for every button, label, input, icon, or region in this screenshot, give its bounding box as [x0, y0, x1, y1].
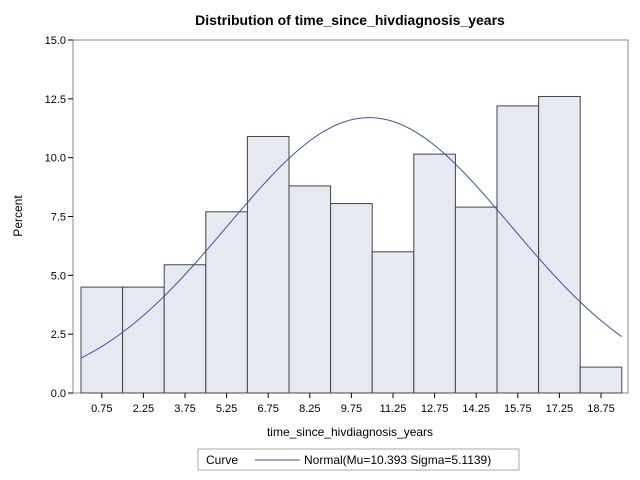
x-tick-label: 2.25 — [133, 403, 154, 415]
y-tick-label: 10.0 — [45, 153, 66, 165]
histogram-bar — [80, 286, 124, 394]
histogram-bar — [163, 264, 207, 394]
x-tick-label: 17.25 — [546, 403, 574, 415]
y-tick-label: 2.5 — [51, 329, 66, 341]
histogram-bar — [246, 135, 290, 394]
histogram-bar — [413, 153, 456, 394]
x-tick-label: 5.25 — [216, 403, 237, 415]
y-axis-label: Percent — [11, 195, 25, 237]
x-tick-label: 14.25 — [462, 403, 490, 415]
x-tick-label: 18.75 — [587, 403, 615, 415]
normal-curve — [80, 117, 623, 359]
histogram-bar — [330, 203, 373, 394]
y-tick-label: 0.0 — [51, 388, 66, 400]
curve-group — [80, 117, 623, 359]
histogram-bar — [538, 95, 581, 394]
histogram-bar — [288, 185, 332, 394]
histogram-bar — [496, 105, 540, 394]
legend-title: Curve — [206, 453, 238, 467]
x-tick-label: 0.75 — [91, 403, 112, 415]
y-tick-label: 5.0 — [51, 270, 66, 282]
y-axis: 0.0 2.5 5.0 7.5 10.0 12.5 15.0 — [45, 35, 73, 400]
histogram-bar — [122, 286, 165, 394]
histogram-bar — [205, 211, 248, 394]
x-tick-label: 3.75 — [174, 403, 195, 415]
y-tick-label: 7.5 — [51, 212, 66, 224]
x-tick-label: 9.75 — [341, 403, 362, 415]
legend-entry-normal: Normal(Mu=10.393 Sigma=5.1139) — [304, 453, 491, 467]
legend-box — [197, 448, 520, 471]
x-axis-label: time_since_hivdiagnosis_years — [267, 425, 433, 439]
x-tick-label: 15.75 — [504, 403, 532, 415]
histogram-bar — [371, 251, 415, 394]
chart-title: Distribution of time_since_hivdiagnosis_… — [195, 12, 505, 28]
histogram-bar — [579, 366, 623, 394]
x-axis: 0.75 2.25 3.75 5.25 6.75 8.25 9.75 11.25 12.75 14… — [91, 393, 615, 415]
x-tick-label: 8.25 — [299, 403, 320, 415]
histogram-bar — [454, 206, 498, 394]
y-tick-label: 12.5 — [45, 94, 66, 106]
x-tick-label: 12.75 — [421, 403, 449, 415]
x-tick-label: 11.25 — [380, 403, 407, 415]
x-tick-label: 6.75 — [257, 403, 278, 415]
bars-group — [80, 95, 623, 394]
legend: Curve Normal(Mu=10.393 Sigma=5.1139) — [197, 448, 520, 471]
y-tick-label: 15.0 — [45, 35, 66, 47]
